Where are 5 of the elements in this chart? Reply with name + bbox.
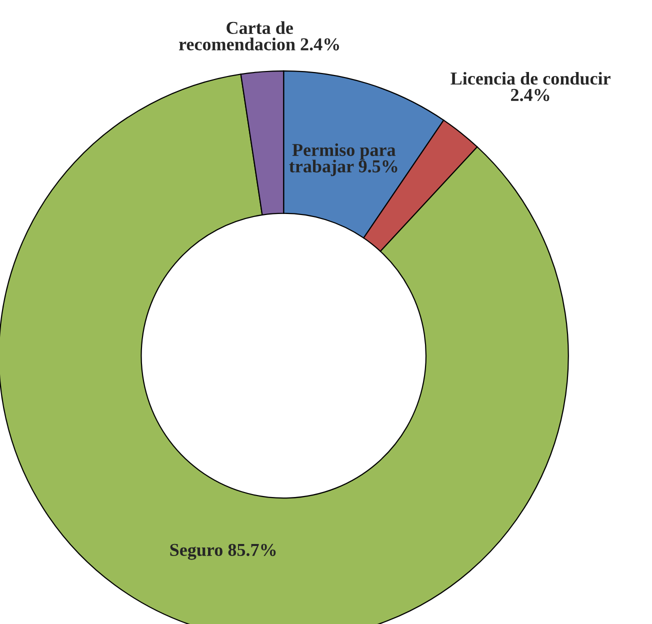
slice-label: Carta de recomendacion 2.4%: [179, 21, 339, 50]
slice-label: Seguro 85.7%: [170, 544, 276, 560]
data-label: 2.4%: [511, 88, 550, 102]
slice-label: Licencia de conducir: [450, 72, 610, 85]
slice-label: Permiso para trabajar 9.5%: [289, 143, 398, 176]
